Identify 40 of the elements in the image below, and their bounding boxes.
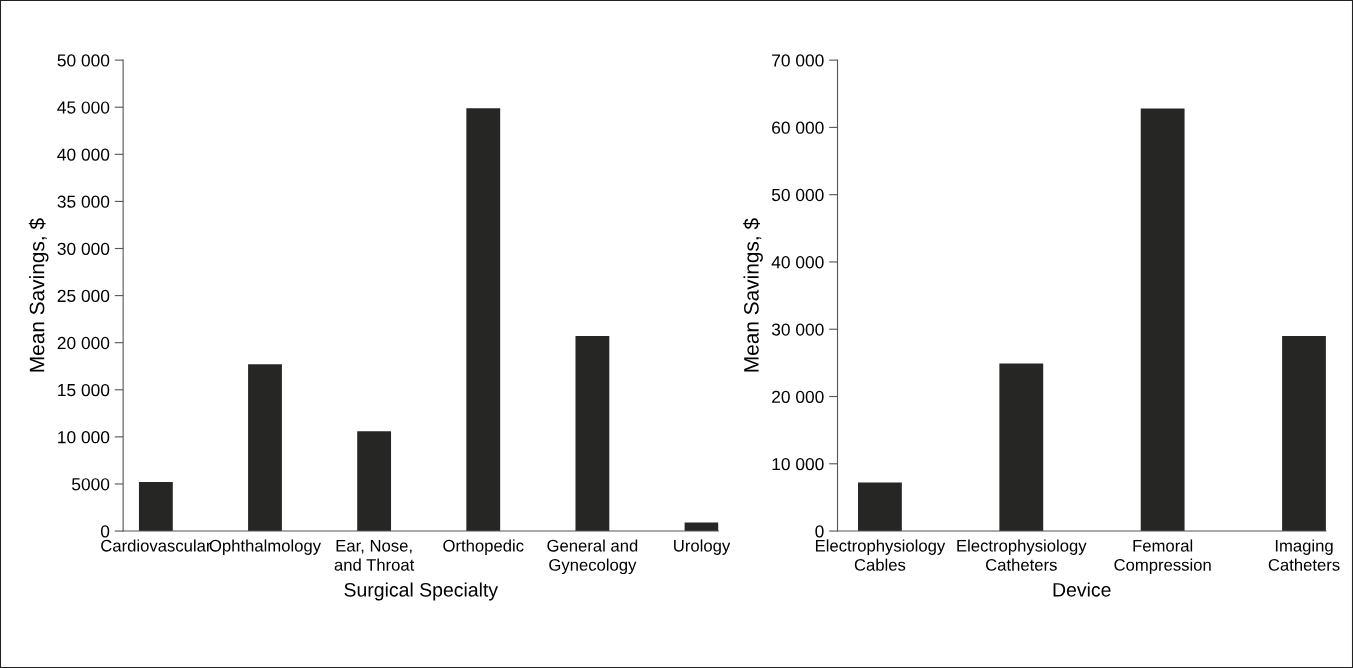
bar [357, 431, 392, 532]
x-tick-label: Imaging Catheters [1268, 539, 1340, 571]
y-tick-label: 35 000 [57, 195, 110, 208]
y-axis-title: Mean Savings, $ [28, 218, 49, 372]
y-tick-label: 10 000 [772, 457, 824, 471]
x-tick-label: General and Gynecology [547, 539, 638, 575]
y-tick-label: 10 000 [58, 431, 110, 444]
bar [858, 482, 902, 532]
y-tick-label: 30 000 [57, 242, 110, 255]
y-tick-label: 0 [100, 525, 110, 538]
bar [1282, 335, 1326, 532]
bar [1140, 108, 1185, 532]
y-tick-label: 30 000 [771, 323, 824, 336]
y-tick-label: 70 000 [772, 54, 824, 67]
y-tick-label: 40 000 [771, 256, 824, 269]
bar [138, 482, 173, 532]
x-tick-label: Orthopedic [443, 539, 524, 555]
x-axis-title: Device [1053, 582, 1111, 597]
bar [575, 336, 610, 532]
y-tick-label: 0 [815, 525, 824, 538]
y-tick-label: 40 000 [57, 148, 110, 161]
y-tick-label: 15 000 [58, 383, 110, 397]
y-tick-label: 5000 [72, 478, 110, 491]
x-axis-title: Surgical Specialty [344, 582, 499, 601]
y-tick-label: 45 000 [57, 101, 110, 114]
x-tick-label: Femoral Compression [1114, 539, 1211, 575]
y-tick-label: 20 000 [772, 390, 824, 403]
y-tick-label: 25 000 [57, 289, 110, 303]
y-tick-label: 50 000 [771, 188, 824, 202]
x-tick-label: Urology [674, 539, 731, 555]
bar [248, 364, 282, 532]
y-axis-title: Mean Savings, $ [743, 218, 763, 372]
y-tick-label: 60 000 [772, 121, 824, 134]
y-tick-label: 20 000 [57, 336, 110, 350]
bar [999, 363, 1044, 532]
y-tick-label: 50 000 [57, 54, 110, 67]
x-tick-label: Electrophysiology Cables [815, 539, 946, 571]
x-tick-label: Electrophysiology Catheters [957, 539, 1087, 571]
x-tick-label: Ear, Nose, and Throat [334, 540, 415, 571]
bar [466, 108, 501, 532]
